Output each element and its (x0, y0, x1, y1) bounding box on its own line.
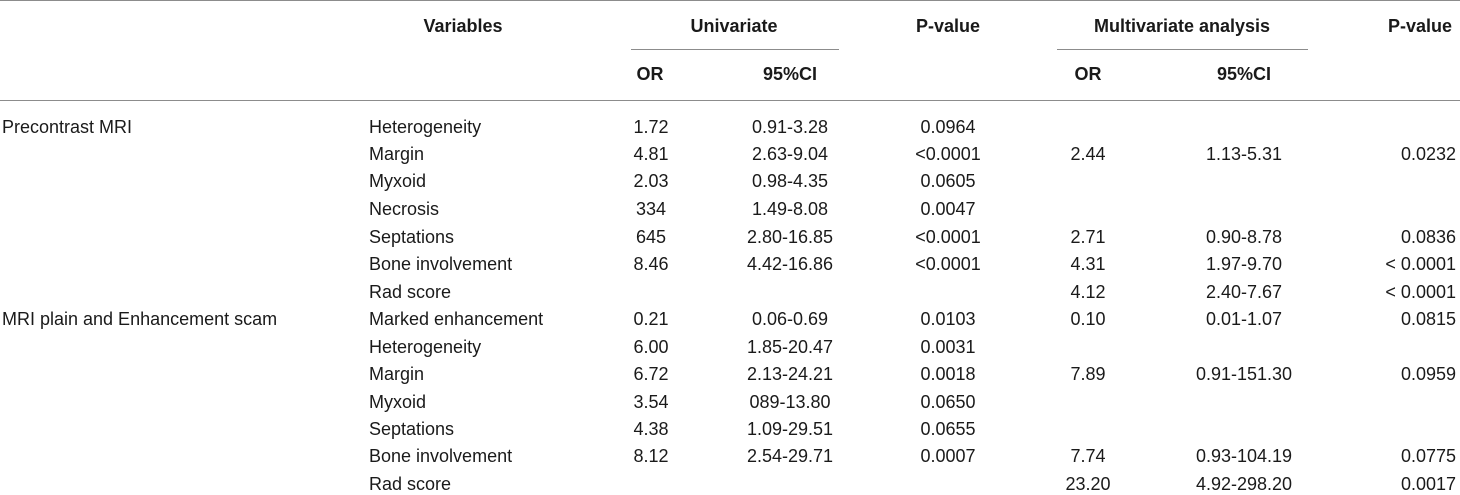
ci-cell: 1.49-8.08 (751, 199, 829, 219)
table-top-rule (0, 0, 1460, 1)
header-univariate: Univariate (690, 16, 778, 36)
multivariate-pvalue-cell: 0.0232 (1400, 144, 1456, 164)
multivariate-ci-cell: 1.97-9.70 (1205, 254, 1283, 274)
multivariate-pvalue-cell: < 0.0001 (1385, 254, 1456, 274)
ci-cell: 089-13.80 (749, 392, 831, 412)
header-pvalue-multivariate: P-value (1387, 16, 1453, 36)
pvalue-cell: <0.0001 (915, 254, 981, 274)
pvalue-cell: 0.0605 (920, 171, 976, 191)
ci-cell: 0.91-3.28 (751, 117, 829, 137)
variable-cell: Bone involvement (369, 446, 513, 466)
multivariate-or-cell: 4.12 (1070, 282, 1106, 302)
ci-cell: 2.13-24.21 (746, 364, 834, 384)
ci-cell: 1.09-29.51 (746, 419, 834, 439)
variable-cell: Margin (369, 364, 425, 384)
variable-cell: Margin (369, 144, 425, 164)
pvalue-cell: 0.0047 (920, 199, 976, 219)
header-pvalue-univariate: P-value (915, 16, 981, 36)
multivariate-ci-cell: 4.92-298.20 (1195, 474, 1293, 494)
multivariate-ci-cell: 0.91-151.30 (1195, 364, 1293, 384)
multivariate-ci-cell: 0.90-8.78 (1205, 227, 1283, 247)
multivariate-pvalue-cell: < 0.0001 (1385, 282, 1456, 302)
ci-cell: 2.63-9.04 (751, 144, 829, 164)
multivariate-or-cell: 7.89 (1070, 364, 1106, 384)
or-cell: 0.21 (633, 309, 669, 329)
ci-cell: 0.06-0.69 (751, 309, 829, 329)
variable-cell: Myxoid (369, 171, 427, 191)
multivariate-pvalue-cell: 0.0836 (1400, 227, 1456, 247)
pvalue-cell: 0.0103 (920, 309, 976, 329)
or-cell: 4.81 (633, 144, 669, 164)
header-ci-multivariate: 95%CI (1216, 64, 1272, 84)
group-label-precontrast: Precontrast MRI (2, 117, 133, 137)
pvalue-cell: 0.0964 (920, 117, 976, 137)
multivariate-or-cell: 2.71 (1070, 227, 1106, 247)
multivariate-pvalue-cell: 0.0017 (1400, 474, 1456, 494)
or-cell: 2.03 (633, 171, 669, 191)
variable-cell: Marked enhancement (369, 309, 544, 329)
or-cell: 4.38 (633, 419, 669, 439)
ci-cell: 4.42-16.86 (746, 254, 834, 274)
pvalue-cell: <0.0001 (915, 227, 981, 247)
or-cell: 645 (635, 227, 667, 247)
or-cell: 6.72 (633, 364, 669, 384)
variable-cell: Bone involvement (369, 254, 513, 274)
header-variables: Variables (423, 16, 503, 36)
header-or-multivariate: OR (1074, 64, 1102, 84)
or-cell: 1.72 (633, 117, 669, 137)
multivariate-or-cell: 0.10 (1070, 309, 1106, 329)
multivariate-ci-cell: 0.93-104.19 (1195, 446, 1293, 466)
multivariate-ci-cell: 1.13-5.31 (1205, 144, 1283, 164)
variable-cell: Rad score (369, 282, 452, 302)
variable-cell: Myxoid (369, 392, 427, 412)
multivariate-subrule (1057, 49, 1308, 50)
header-bottom-rule (0, 100, 1460, 101)
pvalue-cell: 0.0655 (920, 419, 976, 439)
multivariate-pvalue-cell: 0.0959 (1400, 364, 1456, 384)
variable-cell: Heterogeneity (369, 337, 482, 357)
multivariate-ci-cell: 0.01-1.07 (1205, 309, 1283, 329)
variable-cell: Necrosis (369, 199, 440, 219)
or-cell: 8.12 (633, 446, 669, 466)
header-or-univariate: OR (636, 64, 664, 84)
multivariate-pvalue-cell: 0.0815 (1400, 309, 1456, 329)
univariate-subrule (631, 49, 839, 50)
group-label-enhancement: MRI plain and Enhancement scam (2, 309, 278, 329)
variable-cell: Heterogeneity (369, 117, 482, 137)
ci-cell: 0.98-4.35 (751, 171, 829, 191)
pvalue-cell: 0.0650 (920, 392, 976, 412)
or-cell: 334 (635, 199, 667, 219)
multivariate-or-cell: 2.44 (1070, 144, 1106, 164)
multivariate-or-cell: 23.20 (1065, 474, 1111, 494)
variable-cell: Rad score (369, 474, 452, 494)
pvalue-cell: 0.0031 (920, 337, 976, 357)
pvalue-cell: <0.0001 (915, 144, 981, 164)
ci-cell: 2.80-16.85 (746, 227, 834, 247)
multivariate-or-cell: 7.74 (1070, 446, 1106, 466)
ci-cell: 1.85-20.47 (746, 337, 834, 357)
header-ci-univariate: 95%CI (762, 64, 818, 84)
multivariate-pvalue-cell: 0.0775 (1400, 446, 1456, 466)
or-cell: 3.54 (633, 392, 669, 412)
or-cell: 6.00 (633, 337, 669, 357)
variable-cell: Septations (369, 227, 455, 247)
multivariate-or-cell: 4.31 (1070, 254, 1106, 274)
ci-cell: 2.54-29.71 (746, 446, 834, 466)
pvalue-cell: 0.0018 (920, 364, 976, 384)
variable-cell: Septations (369, 419, 455, 439)
pvalue-cell: 0.0007 (920, 446, 976, 466)
or-cell: 8.46 (633, 254, 669, 274)
multivariate-ci-cell: 2.40-7.67 (1205, 282, 1283, 302)
header-multivariate: Multivariate analysis (1093, 16, 1271, 36)
